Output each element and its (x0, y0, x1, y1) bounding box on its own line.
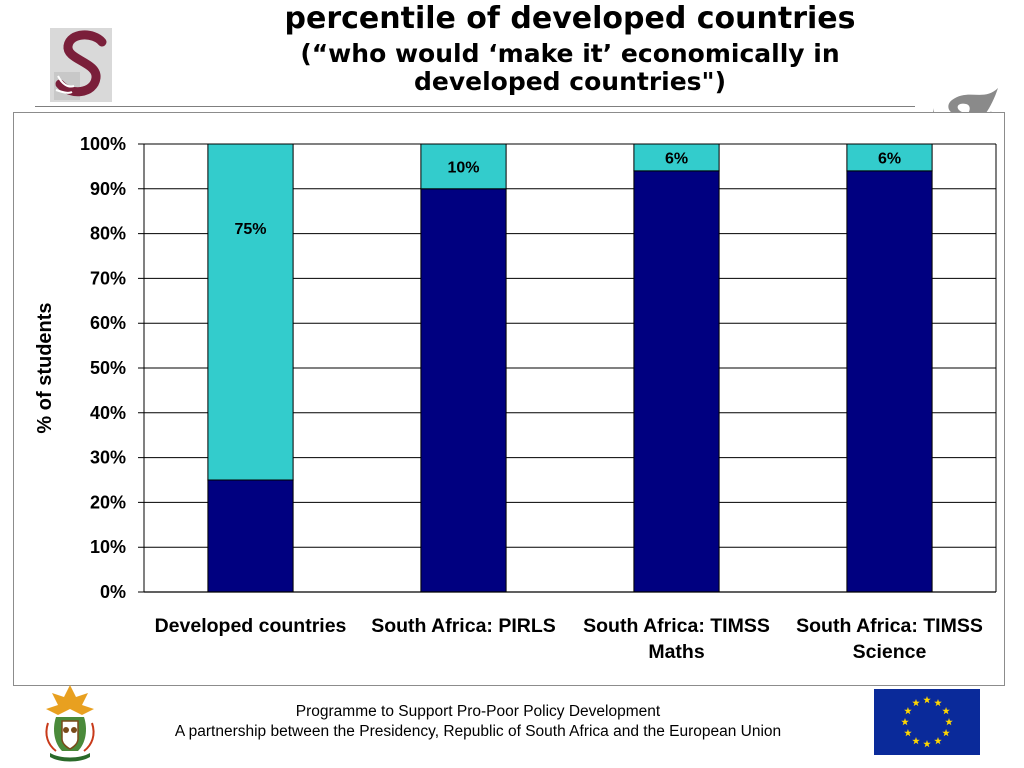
y-tick-label: 100% (80, 134, 126, 154)
x-category-label: South Africa: TIMSS (796, 615, 983, 637)
bar-segment-top (420, 143, 507, 190)
footer-partnership-text: A partnership between the Presidency, Re… (174, 723, 782, 740)
slide-subtitle: (“who would ‘make it’ economically in de… (300, 39, 840, 96)
eu-star-icon (942, 707, 950, 715)
y-tick-label: 20% (90, 492, 126, 512)
bar-segment-top (846, 143, 933, 172)
eu-star-icon (912, 737, 920, 745)
footer-programme-text: Programme to Support Pro-Poor Policy Dev… (295, 703, 661, 720)
data-label: 75% (234, 221, 266, 238)
eu-star-icon (904, 729, 912, 737)
y-tick-label: 40% (90, 403, 126, 423)
y-tick-label: 10% (90, 537, 126, 557)
x-category-label: Developed countries (155, 615, 347, 637)
data-label: 6% (665, 150, 688, 167)
x-category-label: South Africa: PIRLS (371, 615, 556, 637)
y-tick-label: 90% (90, 179, 126, 199)
eu-star-icon (923, 740, 931, 748)
university-s-logo-icon (50, 28, 112, 102)
bar-segment-top (633, 143, 720, 172)
data-label: 10% (447, 159, 479, 176)
y-tick-label: 80% (90, 224, 126, 244)
eu-star-icon (945, 718, 953, 726)
bar-segment-top (207, 143, 294, 481)
bar-segment-bottom (207, 479, 294, 593)
european-union-flag-icon (874, 689, 980, 755)
eu-star-icon (912, 698, 920, 707)
y-axis-label: % of students (34, 302, 56, 433)
chart-frame: 0% 10% 20% 30% 40% 50% 60% 70% 80% 90% 100% % of st… (13, 112, 1005, 686)
eu-star-icon (923, 696, 931, 704)
x-category-label: South Africa: TIMSS (583, 615, 770, 637)
y-tick-label: 50% (90, 358, 126, 378)
bar-segment-bottom (420, 188, 507, 593)
eu-star-icon (942, 729, 950, 737)
x-category-label: Science (853, 641, 927, 663)
bar-segment-bottom (846, 170, 933, 593)
y-tick-label: 30% (90, 448, 126, 468)
slide-title: percentile of developed countries (284, 1, 856, 36)
eu-star-icon (934, 737, 942, 745)
y-tick-label: 0% (100, 582, 126, 602)
eu-star-icon (934, 698, 942, 707)
eu-star-icon (901, 718, 909, 726)
bar-segment-bottom (633, 170, 720, 593)
data-label: 6% (878, 150, 901, 167)
south-africa-coat-of-arms-icon (45, 685, 95, 762)
y-tick-label: 70% (90, 268, 126, 288)
y-tick-label: 60% (90, 313, 126, 333)
eu-star-icon (904, 707, 912, 715)
title-divider (35, 106, 915, 107)
x-category-label: Maths (648, 641, 704, 663)
stacked-bar-chart: 0% 10% 20% 30% 40% 50% 60% 70% 80% 90% 100% % of st… (34, 134, 997, 663)
